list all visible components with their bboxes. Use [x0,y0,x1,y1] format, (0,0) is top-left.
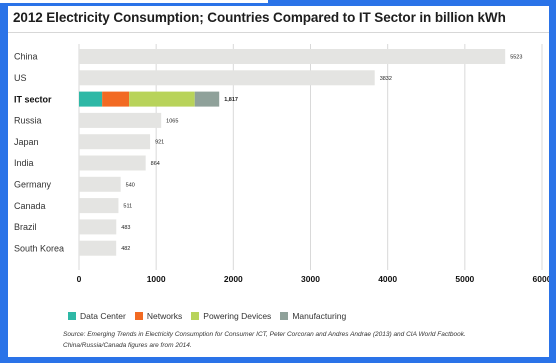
bar-india [79,155,146,171]
value-label-japan: 921 [155,140,164,146]
legend-label-networks: Networks [146,311,183,321]
x-tick-label-0: 0 [77,274,82,284]
top-frame-bar [0,0,556,6]
x-tick-label-5000: 5000 [455,274,474,284]
chart-card: 2012 Electricity Consumption; Countries … [8,6,549,357]
bar-segment-manufacturing [194,91,220,107]
bar-segment-data-center [79,91,103,107]
labels: 0 1000 2000 3000 4000 5000 6000 China 5523 US 3832… [14,52,549,284]
legend-item-manufacturing: Manufacturing [280,311,346,321]
bar-segment-powering-devices [129,91,195,107]
legend-swatch-networks [134,312,143,320]
category-label-it-sector: IT sector [14,94,52,104]
bar-china [79,49,506,64]
value-label-brazil: 483 [121,225,130,231]
value-label-us: 3832 [380,76,392,82]
category-label-germany: Germany [14,180,52,190]
bar-us [79,70,375,86]
chart-title: 2012 Electricity Consumption; Countries … [13,10,506,25]
legend-swatch-manufacturing [280,312,289,320]
x-tick-label-2000: 2000 [224,274,243,284]
x-tick-label-1000: 1000 [147,274,166,284]
bar-canada [79,198,119,214]
legend-label-powering-devices: Powering Devices [203,311,272,321]
category-label-south-korea: South Korea [14,243,64,253]
value-label-it-sector: 1,817 [224,97,238,103]
x-tick-label-4000: 4000 [378,274,397,284]
value-label-canada: 511 [123,204,132,210]
value-label-india: 864 [151,161,160,167]
bar-brazil [79,219,117,235]
bars [79,49,506,256]
bar-chart: 0 1000 2000 3000 4000 5000 6000 China 5523 US 3832… [14,44,549,284]
category-label-us: US [14,73,27,83]
legend-label-data-center: Data Center [80,311,126,321]
title-divider [8,32,549,33]
legend-item-networks: Networks [134,311,183,321]
legend-item-powering-devices: Powering Devices [191,311,271,321]
value-label-russia: 1065 [166,118,178,124]
top-tab-line [0,0,268,3]
bar-south-korea [79,240,117,256]
category-label-china: China [14,52,38,62]
legend-label-manufacturing: Manufacturing [292,311,347,321]
bar-germany [79,176,121,192]
category-label-russia: Russia [14,116,42,126]
category-label-brazil: Brazil [14,222,37,232]
legend: Data Center Networks Powering Devices Manuf… [68,310,346,322]
source-note: Source: Emerging Trends in Electricity C… [63,331,466,349]
category-label-india: India [14,158,34,168]
value-label-germany: 540 [126,182,135,188]
value-label-china: 5523 [510,55,522,61]
bar-russia [79,112,162,128]
category-label-canada: Canada [14,201,46,211]
category-label-japan: Japan [14,137,39,147]
bar-segment-networks [102,91,130,107]
value-label-south-korea: 482 [121,246,130,252]
legend-swatch-powering-devices [191,312,200,320]
bar-japan [79,134,151,150]
x-tick-label-3000: 3000 [301,274,320,284]
legend-swatch-data-center [68,312,76,320]
legend-item-data-center: Data Center [68,311,126,321]
x-tick-label-6000: 6000 [533,274,549,284]
